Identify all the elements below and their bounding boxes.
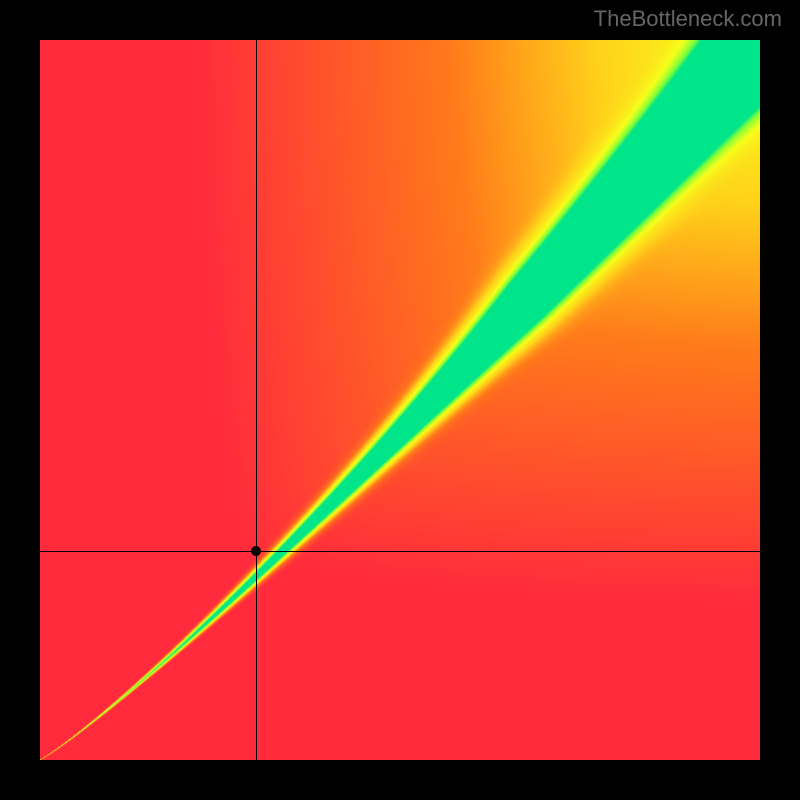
chart-container: TheBottleneck.com <box>0 0 800 800</box>
heatmap-canvas <box>40 40 760 760</box>
plot-area <box>40 40 760 760</box>
watermark-text: TheBottleneck.com <box>594 6 782 32</box>
crosshair-horizontal <box>40 551 760 552</box>
crosshair-vertical <box>256 40 257 760</box>
marker-dot <box>251 546 261 556</box>
